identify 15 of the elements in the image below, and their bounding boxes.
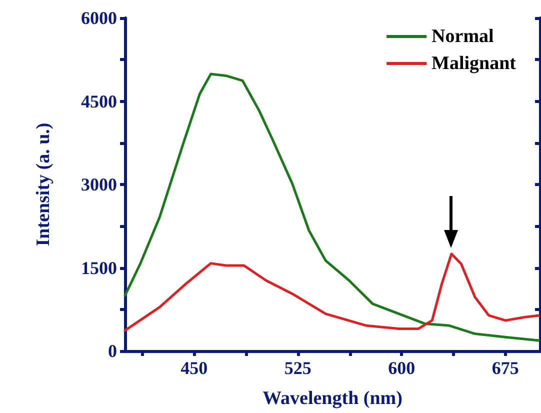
y-tick-label: 3000: [81, 174, 117, 194]
x-tick-label: 525: [284, 358, 312, 378]
line-series: [124, 252, 540, 332]
y-tick-label: 0: [108, 341, 117, 361]
legend-label: Normal: [432, 26, 494, 47]
x-tick-label: 600: [388, 358, 416, 378]
y-axis-title: Intensity (a. u.): [33, 122, 54, 246]
x-tick-label: 450: [180, 358, 208, 378]
y-tick-label: 6000: [81, 8, 117, 28]
y-tick-label: 1500: [81, 258, 117, 278]
legend-label: Malignant: [432, 53, 517, 74]
x-axis-title: Wavelength (nm): [262, 388, 402, 409]
line-series: [124, 72, 540, 342]
y-tick-label: 4500: [81, 91, 117, 112]
x-tick-label: 675: [492, 358, 519, 378]
